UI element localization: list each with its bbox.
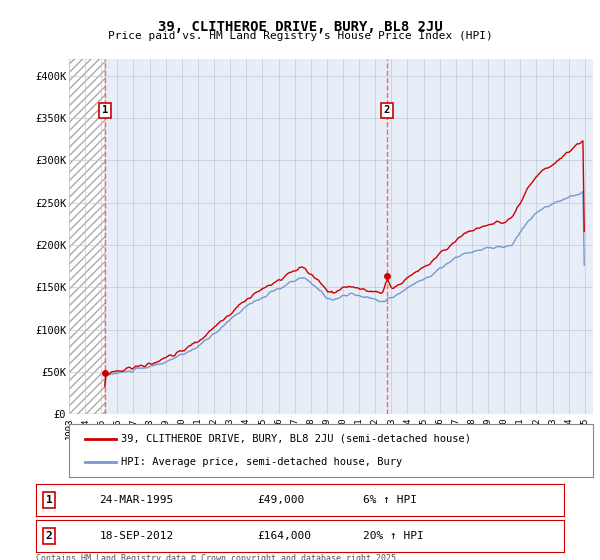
Text: £49,000: £49,000 xyxy=(258,495,305,505)
Text: 24-MAR-1995: 24-MAR-1995 xyxy=(100,495,173,505)
Text: 6% ↑ HPI: 6% ↑ HPI xyxy=(364,495,418,505)
Text: 20% ↑ HPI: 20% ↑ HPI xyxy=(364,531,424,541)
Text: 2: 2 xyxy=(46,531,53,541)
Text: 1: 1 xyxy=(101,105,108,115)
Text: 39, CLITHEROE DRIVE, BURY, BL8 2JU (semi-detached house): 39, CLITHEROE DRIVE, BURY, BL8 2JU (semi… xyxy=(121,434,472,444)
Text: £164,000: £164,000 xyxy=(258,531,312,541)
Text: 2: 2 xyxy=(384,105,390,115)
Text: Contains HM Land Registry data © Crown copyright and database right 2025.
This d: Contains HM Land Registry data © Crown c… xyxy=(36,554,401,560)
Text: 1: 1 xyxy=(46,495,53,505)
Text: HPI: Average price, semi-detached house, Bury: HPI: Average price, semi-detached house,… xyxy=(121,457,403,467)
Bar xyxy=(69,59,105,414)
Text: 18-SEP-2012: 18-SEP-2012 xyxy=(100,531,173,541)
Text: Price paid vs. HM Land Registry's House Price Index (HPI): Price paid vs. HM Land Registry's House … xyxy=(107,31,493,41)
Text: 39, CLITHEROE DRIVE, BURY, BL8 2JU: 39, CLITHEROE DRIVE, BURY, BL8 2JU xyxy=(158,20,442,34)
